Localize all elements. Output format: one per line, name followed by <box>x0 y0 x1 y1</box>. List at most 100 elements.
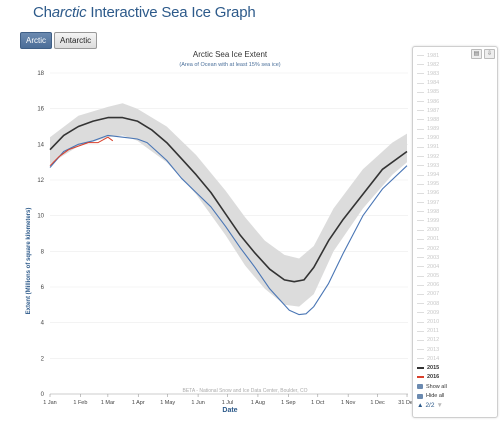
legend-swatch <box>417 238 424 240</box>
legend-item-year[interactable]: 2015 <box>417 363 495 372</box>
legend-item-year[interactable]: 1981 <box>417 51 495 60</box>
legend-item-year[interactable]: 2011 <box>417 327 495 336</box>
legend-item-label: 2009 <box>427 309 440 316</box>
legend-button-label: Show all <box>426 383 447 390</box>
legend-item-year[interactable]: 1988 <box>417 115 495 124</box>
legend-item-year[interactable]: 1993 <box>417 161 495 170</box>
legend-swatch <box>417 349 424 351</box>
legend-item-year[interactable]: 2006 <box>417 281 495 290</box>
legend-swatch <box>417 146 424 148</box>
legend-swatch <box>417 266 424 268</box>
legend-item-year[interactable]: 2013 <box>417 345 495 354</box>
legend-item-year[interactable]: 2016 <box>417 373 495 382</box>
legend-item-year[interactable]: 1996 <box>417 189 495 198</box>
legend-item-year[interactable]: 2004 <box>417 262 495 271</box>
legend-item-label: 1984 <box>427 80 440 87</box>
checkbox-icon <box>417 393 423 399</box>
legend-item-label: 1991 <box>427 144 440 151</box>
legend-item-year[interactable]: 1998 <box>417 207 495 216</box>
y-axis: 0 2 4 6 8 10 12 14 16 18 <box>37 71 44 398</box>
legend-swatch <box>417 91 424 93</box>
legend-swatch <box>417 202 424 204</box>
legend-item-year[interactable]: 2014 <box>417 354 495 363</box>
legend-item-year[interactable]: 1982 <box>417 60 495 69</box>
chart-title: Arctic Sea Ice Extent <box>193 50 268 59</box>
legend-item-year[interactable]: 1986 <box>417 97 495 106</box>
legend-swatch <box>417 275 424 277</box>
legend-item-year[interactable]: 2001 <box>417 235 495 244</box>
y-tick-label: 0 <box>41 392 45 398</box>
series-line-2016 <box>49 136 114 167</box>
legend-item-year[interactable]: 2003 <box>417 253 495 262</box>
legend-item-label: 1996 <box>427 190 440 197</box>
print-icon[interactable]: ▤ <box>471 49 482 59</box>
legend-item-year[interactable]: 1991 <box>417 143 495 152</box>
legend-item-label: 1982 <box>427 61 440 68</box>
download-icon[interactable]: ⇩ <box>484 49 495 59</box>
page-up-icon[interactable]: ▲ <box>417 401 424 409</box>
legend-item-year[interactable]: 2002 <box>417 244 495 253</box>
legend-swatch <box>417 165 424 167</box>
year-legend: ▤ ⇩ 1981 1982 1983 1984 1985 1986 1987 1988 1989… <box>412 46 498 418</box>
legend-item-label: 2004 <box>427 263 440 270</box>
legend-item-year[interactable]: 1995 <box>417 180 495 189</box>
legend-item-label: 1981 <box>427 52 440 59</box>
series-layer <box>49 116 408 316</box>
tab-antarctic[interactable]: Antarctic <box>54 32 98 49</box>
legend-item-label: 1986 <box>427 98 440 105</box>
y-tick-label: 6 <box>41 285 45 291</box>
legend-item-label: 1983 <box>427 70 440 77</box>
legend-swatch <box>417 192 424 194</box>
legend-item-label: 2015 <box>427 364 440 371</box>
legend-swatch <box>417 137 424 139</box>
legend-item-year[interactable]: 1983 <box>417 69 495 78</box>
show-all-button[interactable]: Show all <box>417 382 495 392</box>
legend-item-year[interactable]: 2010 <box>417 317 495 326</box>
y-tick-label: 4 <box>41 321 45 327</box>
legend-item-label: 1992 <box>427 153 440 160</box>
legend-item-year[interactable]: 1999 <box>417 216 495 225</box>
page-down-icon[interactable]: ▼ <box>436 401 443 409</box>
hemisphere-tabs: Arctic Antarctic <box>20 32 98 49</box>
legend-item-year[interactable]: 1994 <box>417 170 495 179</box>
legend-item-label: 2007 <box>427 291 440 298</box>
tab-arctic[interactable]: Arctic <box>20 32 52 49</box>
legend-swatch <box>417 248 424 250</box>
chart-credit: BETA - National Snow and Ice Data Center… <box>183 388 308 394</box>
legend-swatch <box>417 220 424 222</box>
legend-item-year[interactable]: 2012 <box>417 336 495 345</box>
sea-ice-chart: Arctic Sea Ice Extent (Area of Ocean wit… <box>26 50 412 414</box>
legend-item-year[interactable]: 2008 <box>417 299 495 308</box>
y-tick-label: 16 <box>37 107 44 113</box>
x-tick-label: 1 Nov <box>341 400 356 406</box>
x-tick-label: 1 Jan <box>43 400 56 406</box>
legend-swatch <box>417 229 424 231</box>
hide-all-button[interactable]: Hide all <box>417 391 495 401</box>
legend-item-label: 2011 <box>427 328 439 335</box>
legend-item-year[interactable]: 2007 <box>417 290 495 299</box>
legend-swatch <box>417 358 424 360</box>
legend-item-year[interactable]: 1990 <box>417 134 495 143</box>
legend-item-year[interactable]: 1984 <box>417 79 495 88</box>
legend-item-year[interactable]: 2005 <box>417 272 495 281</box>
legend-item-year[interactable]: 1992 <box>417 152 495 161</box>
legend-item-year[interactable]: 1985 <box>417 88 495 97</box>
legend-item-label: 1988 <box>427 116 440 123</box>
x-axis: 1 Jan 1 Feb 1 Mar 1 Apr 1 May 1 Jun 1 Jul 1 Aug… <box>43 394 412 406</box>
legend-item-label: 2016 <box>427 374 440 381</box>
legend-swatch <box>417 339 424 341</box>
legend-item-year[interactable]: 2000 <box>417 226 495 235</box>
x-tick-label: 1 Jun <box>191 400 204 406</box>
legend-item-year[interactable]: 2009 <box>417 308 495 317</box>
legend-item-label: 1998 <box>427 208 440 215</box>
legend-item-label: 2005 <box>427 273 440 280</box>
legend-pager: ▲ 2/2 ▼ <box>417 402 495 409</box>
legend-item-label: 1995 <box>427 181 440 188</box>
legend-item-year[interactable]: 1987 <box>417 106 495 115</box>
y-tick-label: 10 <box>37 214 44 220</box>
x-tick-label: 1 Sep <box>281 400 295 406</box>
chart-toolbar: ▤ ⇩ <box>471 49 495 59</box>
legend-item-year[interactable]: 1997 <box>417 198 495 207</box>
legend-item-year[interactable]: 1989 <box>417 125 495 134</box>
legend-swatch <box>417 73 424 75</box>
